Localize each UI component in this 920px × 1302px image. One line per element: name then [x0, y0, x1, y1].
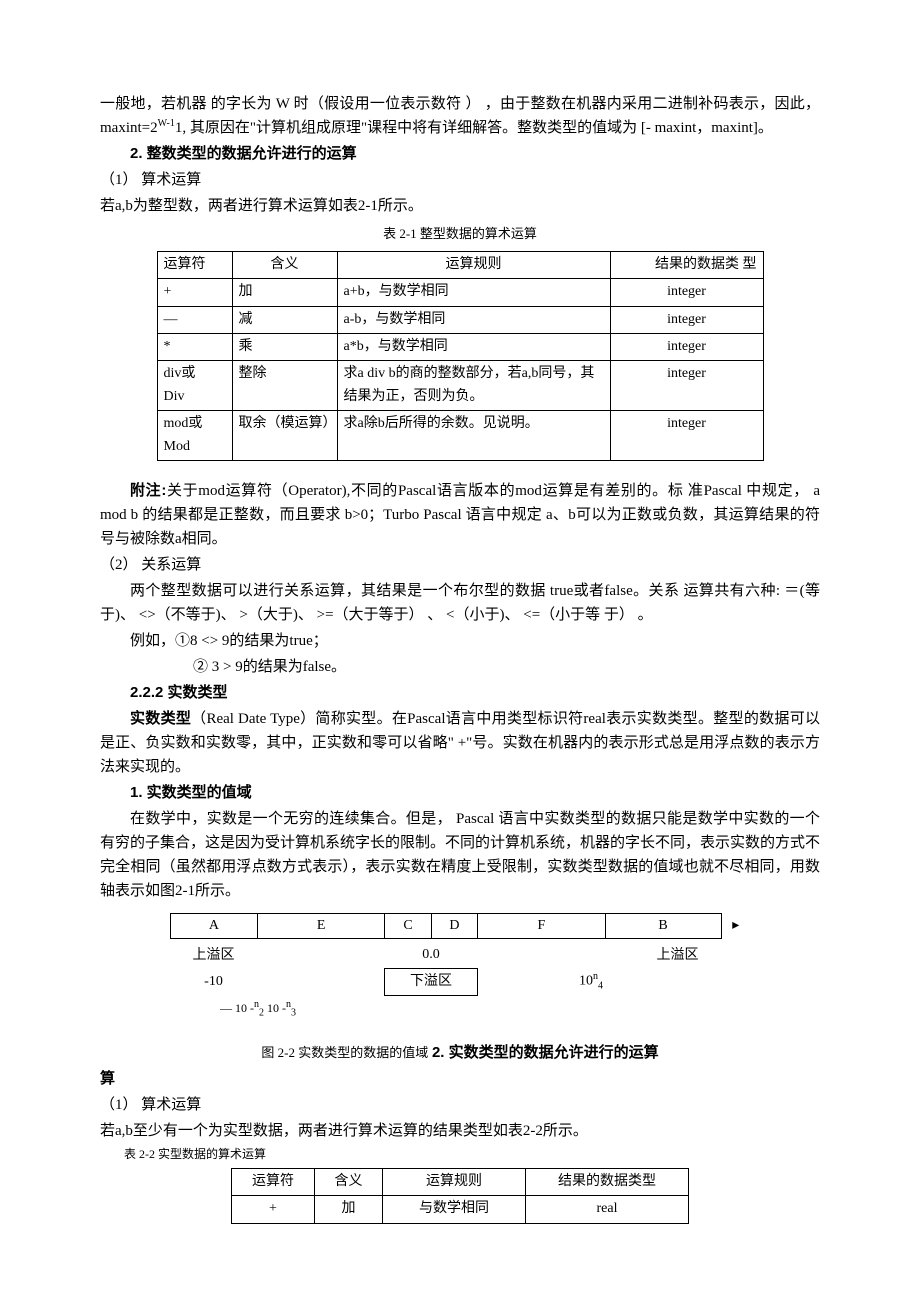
real-paragraph1: 实数类型（Real Date Type）简称实型。在Pascal语言中用类型标识… [100, 707, 820, 779]
sub3-label: （1） 算术运算 [100, 1093, 820, 1117]
t1-r1c3: integer [610, 306, 763, 333]
sub1-text: 若a,b为整型数，两者进行算术运算如表2-1所示。 [100, 194, 820, 218]
heading-real2-tail: 算 [100, 1067, 820, 1091]
t1-h0: 运算符 [157, 251, 232, 278]
diag-neg10: -10 [170, 968, 257, 995]
table1-caption: 表 2-1 整型数据的算术运算 [100, 224, 820, 245]
diag-rightover: 上溢区 [605, 943, 750, 968]
sub1-label: （1） 算术运算 [100, 168, 820, 192]
diag-zero: 0.0 [385, 943, 478, 968]
t1-r3c2: 求a div b的商的整数部分，若a,b同号，其结果为正，否则为负。 [337, 361, 610, 411]
diag-E: E [257, 913, 384, 938]
example2: ② 3 > 9的结果为false。 [100, 655, 820, 679]
t1-h3: 结果的数据类 型 [610, 251, 763, 278]
t1-r4c0: mod或 Mod [157, 411, 232, 461]
t1-r3c0: div或 Div [157, 361, 232, 411]
real-body: （Real Date Type）简称实型。在Pascal语言中用类型标识符rea… [100, 711, 820, 775]
table-real-ops: 运算符 含义 运算规则 结果的数据类型 + 加 与数学相同 real [231, 1168, 689, 1224]
heading-222: 2.2.2 实数类型 [100, 681, 820, 705]
sub3-text: 若a,b至少有一个为实型数据，两者进行算术运算的结果类型如表2-2所示。 [100, 1119, 820, 1143]
intro-paragraph: 一般地，若机器 的字长为 W 时（假设用一位表示数符 ） ，由于整数在机器内采用… [100, 92, 820, 140]
diag-r4a: — 10 - [220, 1001, 254, 1015]
diag-F: F [478, 913, 605, 938]
t1-r1c2: a-b，与数学相同 [337, 306, 610, 333]
diag-10n4-a: 10 [579, 974, 593, 989]
heading-real1: 1. 实数类型的值域 [100, 781, 820, 805]
t2-h0: 运算符 [232, 1168, 315, 1195]
t1-r0c2: a+b，与数学相同 [337, 279, 610, 306]
t1-r4c1: 取余（模运算） [232, 411, 337, 461]
table2-caption: 表 2-2 实型数据的算术运算 [124, 1145, 820, 1164]
example1: 例如，①8 <> 9的结果为true； [100, 629, 820, 653]
t1-r1c0: — [157, 306, 232, 333]
t1-r4c2: 求a除b后所得的余数。见说明。 [337, 411, 610, 461]
fig-caption-row: 图 2-2 实数类型的数据的值域 2. 实数类型的数据允许进行的运算 [100, 1041, 820, 1065]
number-line-diagram: A E C D F B ▸ 上溢区 0.0 上溢区 -10 下溢区 10n4 [170, 913, 750, 1023]
diag-D: D [431, 913, 477, 938]
t2-r0c2: 与数学相同 [383, 1196, 526, 1223]
note-body: 关于mod运算符（Operator),不同的Pascal语言版本的mod运算是有… [100, 483, 820, 547]
t1-r0c1: 加 [232, 279, 337, 306]
t1-h2: 运算规则 [337, 251, 610, 278]
t1-h1: 含义 [232, 251, 337, 278]
t1-r1c1: 减 [232, 306, 337, 333]
diag-B: B [605, 913, 721, 938]
diag-r4d: 10 - [264, 1001, 286, 1015]
t2-h1: 含义 [315, 1168, 383, 1195]
t2-h3: 结果的数据类型 [526, 1168, 689, 1195]
heading-int-ops: 2. 整数类型的数据允许进行的运算 [100, 142, 820, 166]
diag-C: C [385, 913, 431, 938]
t1-r0c3: integer [610, 279, 763, 306]
note-label: 附注: [130, 482, 166, 499]
diag-underflow: 下溢区 [385, 968, 478, 995]
fig-caption: 图 2-2 实数类型的数据的值域 [261, 1045, 428, 1060]
t1-r3c1: 整除 [232, 361, 337, 411]
sub2-label: （2） 关系运算 [100, 553, 820, 577]
intro-sup: W-1 [158, 118, 175, 129]
diag-A: A [171, 913, 258, 938]
diag-r4f: 3 [291, 1008, 296, 1019]
sub2-text: 两个整型数据可以进行关系运算，其结果是一个布尔型的数据 true或者false。… [100, 579, 820, 627]
t1-r3c3: integer [610, 361, 763, 411]
note-paragraph: 附注:关于mod运算符（Operator),不同的Pascal语言版本的mod运… [100, 479, 820, 551]
t1-r2c0: * [157, 333, 232, 360]
t2-r0c0: + [232, 1196, 315, 1223]
t2-r0c1: 加 [315, 1196, 383, 1223]
t2-r0c3: real [526, 1196, 689, 1223]
t1-r2c3: integer [610, 333, 763, 360]
t1-r0c0: + [157, 279, 232, 306]
real-paragraph2: 在数学中，实数是一个无穷的连续集合。但是， Pascal 语言中实数类型的数据只… [100, 807, 820, 903]
heading-real2: 2. 实数类型的数据允许进行的运算 [432, 1044, 659, 1061]
intro-text-b: 1, 其原因在"计算机组成原理"课程中将有详细解答。整数类型的值域为 [- ma… [175, 120, 773, 136]
real-label: 实数类型 [130, 710, 191, 727]
diag-leftover: 上溢区 [170, 943, 257, 968]
diag-arrow: ▸ [721, 913, 750, 938]
table-int-ops: 运算符 含义 运算规则 结果的数据类 型 + 加 a+b，与数学相同 integ… [157, 251, 764, 461]
t1-r2c2: a*b，与数学相同 [337, 333, 610, 360]
t2-h2: 运算规则 [383, 1168, 526, 1195]
t1-r2c1: 乘 [232, 333, 337, 360]
t1-r4c3: integer [610, 411, 763, 461]
diag-10n4-sub: 4 [598, 981, 603, 992]
